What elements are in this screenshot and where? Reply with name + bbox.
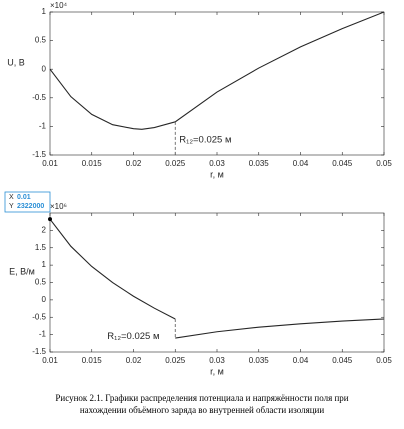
y-multiplier: ×10⁴ bbox=[50, 1, 68, 10]
datatip-x: 0.01 bbox=[17, 194, 31, 201]
y-tick-label: 0 bbox=[42, 295, 47, 304]
x-axis-label: r, м bbox=[210, 169, 224, 179]
x-tick-label: 0.015 bbox=[82, 159, 103, 168]
x-tick-label: 0.035 bbox=[249, 159, 270, 168]
y-tick-label: -1.5 bbox=[32, 347, 46, 356]
y-tick-label: 0.5 bbox=[35, 36, 47, 45]
data-line bbox=[175, 318, 385, 339]
datatip-box bbox=[4, 191, 51, 213]
data-line bbox=[49, 11, 385, 130]
datatip-x-label: X bbox=[9, 194, 14, 201]
caption: нахождении объёмного заряда во внутренне… bbox=[80, 405, 325, 415]
x-tick-label: 0.04 bbox=[293, 356, 309, 365]
x-tick-label: 0.045 bbox=[332, 159, 353, 168]
x-tick-label: 0.025 bbox=[165, 356, 186, 365]
caption: Рисунок 2.1. Графики распределения потен… bbox=[55, 393, 348, 403]
y-axis-label: E, В/м bbox=[9, 266, 35, 276]
annotation: R₁₂=0.025 м bbox=[179, 134, 231, 145]
y-tick-label: 1 bbox=[42, 7, 47, 16]
y-tick-label: 0.5 bbox=[35, 278, 47, 287]
x-tick-label: 0.03 bbox=[209, 159, 225, 168]
y-tick-label: -0.5 bbox=[32, 93, 46, 102]
x-tick-label: 0.04 bbox=[293, 159, 309, 168]
y-tick-label: 1.5 bbox=[35, 243, 47, 252]
x-tick-label: 0.045 bbox=[332, 356, 353, 365]
x-axis-label: r, м bbox=[210, 366, 224, 376]
data-line bbox=[49, 218, 176, 320]
y-tick-label: -1.5 bbox=[32, 150, 46, 159]
datatip-y: 2322000 bbox=[17, 203, 44, 210]
y-tick-label: -1 bbox=[39, 122, 47, 131]
x-tick-label: 0.01 bbox=[42, 159, 58, 168]
x-tick-label: 0.02 bbox=[126, 159, 142, 168]
y-tick-label: 1 bbox=[42, 260, 47, 269]
x-tick-label: 0.01 bbox=[42, 356, 58, 365]
y-tick-label: 0 bbox=[42, 64, 47, 73]
annotation: R₁₂=0.025 м bbox=[107, 331, 159, 342]
datatip-y-label: Y bbox=[9, 203, 14, 210]
y-axis-label: U, В bbox=[7, 57, 25, 67]
y-tick-label: -1 bbox=[39, 330, 47, 339]
x-tick-label: 0.025 bbox=[165, 159, 186, 168]
axes-box bbox=[49, 212, 385, 353]
x-tick-label: 0.015 bbox=[82, 356, 103, 365]
y-tick-label: -0.5 bbox=[32, 312, 46, 321]
x-tick-label: 0.05 bbox=[376, 159, 392, 168]
x-tick-label: 0.035 bbox=[249, 356, 270, 365]
x-tick-label: 0.05 bbox=[376, 356, 392, 365]
x-tick-label: 0.02 bbox=[126, 356, 142, 365]
y-multiplier: ×10⁶ bbox=[50, 202, 67, 211]
y-tick-label: 2 bbox=[42, 225, 47, 234]
x-tick-label: 0.03 bbox=[209, 356, 225, 365]
datatip-point bbox=[48, 217, 52, 222]
